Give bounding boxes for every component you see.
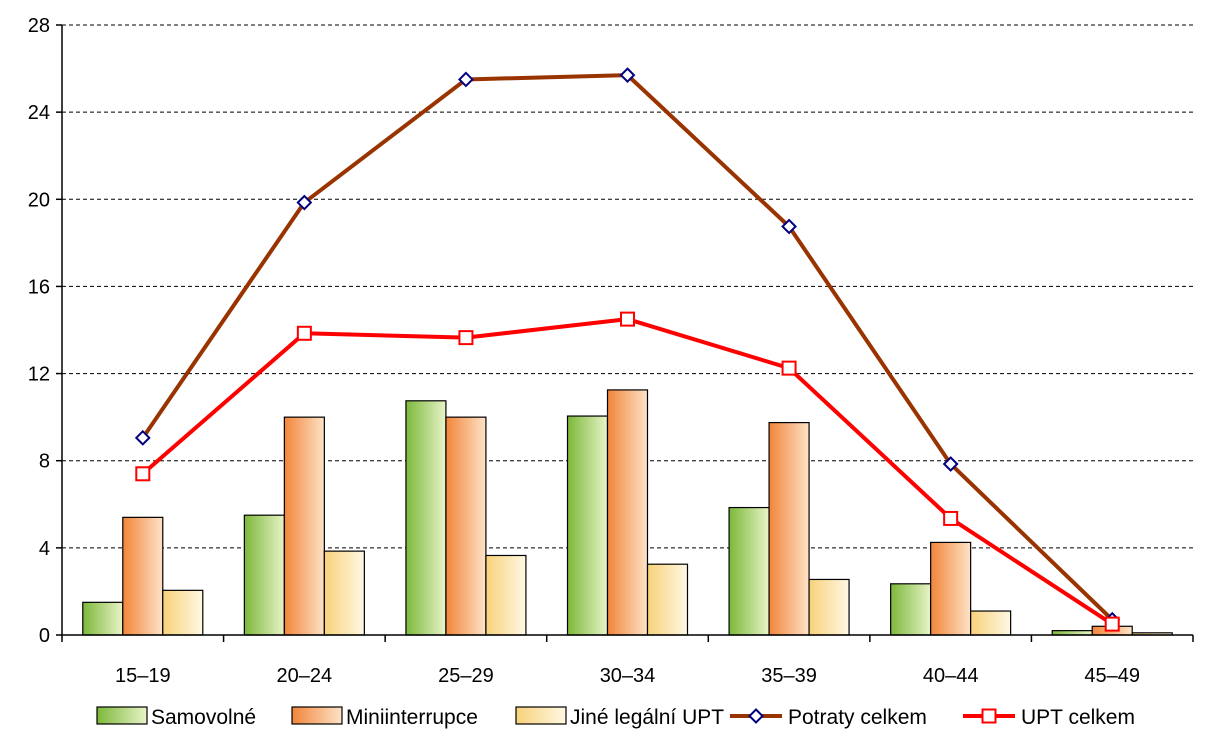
bar-samovolne [566,415,609,636]
legend-swatch [291,706,343,725]
y-tick-label: 12 [28,364,50,386]
point-upt-celkem [620,311,635,327]
x-tick-label: 30–34 [600,665,656,687]
legend-label: Jiné legální UPT [570,706,724,729]
x-tick-label: 25–29 [438,665,494,687]
bar-miniinterrupce [283,416,325,636]
y-tick-label: 24 [28,102,50,124]
legend-label: UPT celkem [1021,706,1135,729]
point-potraty-celkem [781,218,797,235]
point-upt-celkem [458,330,474,346]
bar-miniinterrupce [606,389,649,636]
legend-entry-potraty-celkem: Potraty celkem [730,706,927,729]
y-tick-label: 20 [28,189,50,211]
bar-jine-legalni-upt [162,589,204,636]
bar-samovolne [728,506,770,636]
legend-entry-jine-legalni-upt: Jiné legální UPT [515,706,724,729]
point-upt-celkem [1104,616,1120,632]
legend-marker [981,708,997,724]
legend-label: Samovolné [151,706,256,729]
point-potraty-celkem [619,67,636,84]
y-tick-label: 0 [39,625,50,647]
legend: Samovolné Miniinterrupce Jiné legální UPT P… [96,706,1135,729]
legend-entry-miniinterrupce: Miniinterrupce [291,706,478,729]
point-potraty-celkem [942,456,959,472]
y-tick-label: 16 [28,276,50,298]
line-series [134,67,1121,632]
bar-miniinterrupce [122,516,164,636]
point-upt-celkem [135,466,151,482]
bar-jine-legalni-upt [323,550,365,636]
legend-marker [748,708,764,724]
bar-jine-legalni-upt [646,563,689,636]
x-tick-label: 15–19 [115,665,171,687]
axes [56,24,1194,642]
legend-entry-upt-celkem: UPT celkem [963,706,1135,729]
y-tick-label: 4 [39,538,50,560]
bar-samovolne [243,514,285,636]
point-potraty-celkem [296,194,313,211]
y-tick-label: 8 [39,451,50,473]
legend-label: Miniinterrupce [346,706,478,729]
legend-entry-samovolne: Samovolné [96,706,256,729]
x-tick-label: 40–44 [923,665,979,687]
bar-samovolne [405,400,447,636]
point-potraty-celkem [458,71,474,88]
legend-label: Potraty celkem [788,706,927,729]
y-tick-label: 28 [28,15,50,37]
point-upt-celkem [296,325,312,341]
bar-jine-legalni-upt [970,610,1012,636]
point-upt-celkem [781,360,797,376]
legend-swatch [96,706,148,725]
bar-miniinterrupce [445,416,487,636]
legend-swatch [515,706,567,725]
x-tick-label: 45–49 [1084,665,1140,687]
bar-samovolne [890,583,932,636]
point-upt-celkem [943,510,959,526]
bar-jine-legalni-upt [485,554,527,636]
bars [82,389,1173,636]
bar-samovolne [82,601,124,636]
x-tick-label: 20–24 [277,665,333,687]
point-potraty-celkem [134,429,151,446]
bar-miniinterrupce [768,421,810,636]
x-tick-label: 35–39 [761,665,817,687]
bar-jine-legalni-upt [808,578,850,636]
tick-labels: 0 4 8 12 16 20 24 28 15–19 20–24 25–29 30–34 35–39 40… [28,15,1140,687]
bar-miniinterrupce [930,541,972,636]
